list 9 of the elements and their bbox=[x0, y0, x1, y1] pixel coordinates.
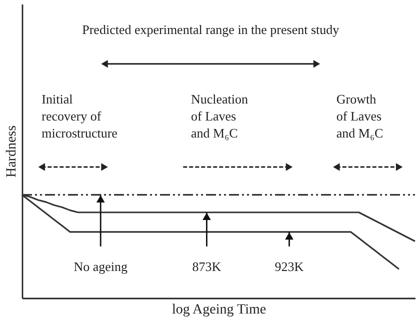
annotation: 873K bbox=[192, 258, 222, 274]
text: Growth of Laves and M₆C bbox=[336, 92, 384, 141]
annotation: 923K bbox=[274, 258, 304, 274]
text: Predicted experimental range in the present study bbox=[82, 22, 340, 37]
text: Nucleation of Laves and M₆C bbox=[190, 92, 249, 141]
y-axis-title: Hardness bbox=[4, 125, 20, 178]
x-axis-title: log Ageing Time bbox=[172, 302, 266, 318]
annotation: No ageing bbox=[74, 258, 128, 274]
text: Initial recovery of microstructure bbox=[42, 92, 118, 141]
